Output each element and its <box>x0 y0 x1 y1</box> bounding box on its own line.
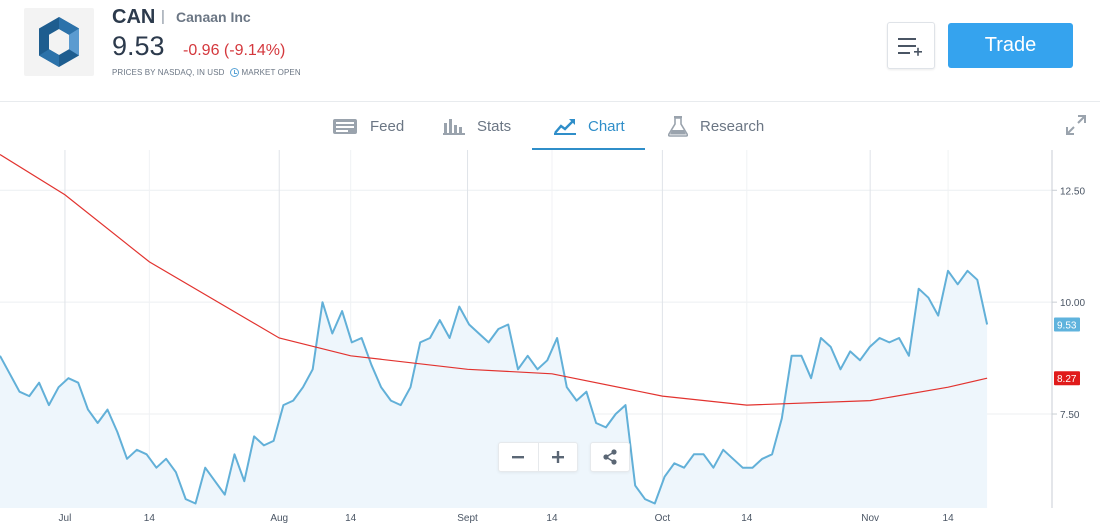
source-note: PRICES BY NASDAQ, IN USD <box>112 68 225 77</box>
trade-button[interactable]: Trade <box>948 23 1073 68</box>
plus-icon <box>551 451 564 463</box>
y-tick-label: 10.00 <box>1060 298 1085 309</box>
tab-stats[interactable]: Stats <box>443 102 511 150</box>
y-axis: 12.50 10.00 7.50 <box>1052 186 1085 421</box>
x-tick-label: 14 <box>943 513 955 524</box>
add-to-watchlist-button[interactable] <box>887 22 935 69</box>
tabs-divider <box>0 101 1100 102</box>
x-tick-label: 14 <box>345 513 357 524</box>
market-status: MARKET OPEN <box>241 68 301 77</box>
clock-icon <box>229 68 239 77</box>
last-price-value: 9.53 <box>1057 321 1077 332</box>
price-area-fill <box>0 270 988 508</box>
research-icon <box>668 115 688 137</box>
tab-stats-label: Stats <box>477 117 512 135</box>
tab-chart-label: Chart <box>588 117 625 135</box>
share-button[interactable] <box>590 442 630 472</box>
chart-icon <box>554 117 576 135</box>
zoom-out-button[interactable] <box>499 443 538 471</box>
tab-feed-label: Feed <box>370 117 405 135</box>
y-tick-label: 12.50 <box>1060 186 1085 197</box>
x-tick-label: 14 <box>144 513 156 524</box>
moving-average-flag <box>1054 371 1080 386</box>
tab-chart[interactable]: Chart <box>554 102 625 150</box>
x-tick-label: Oct <box>655 513 671 524</box>
expand-icon[interactable] <box>1065 114 1087 136</box>
x-tick-label: 14 <box>741 513 753 524</box>
price-line <box>0 269 989 505</box>
price-flags: 9.53 8.27 <box>1054 317 1080 386</box>
y-tick-label: 7.50 <box>1060 410 1080 421</box>
x-tick-label: Sept <box>457 513 478 524</box>
title-separator: | <box>161 8 165 25</box>
moving-average-line <box>0 153 988 406</box>
zoom-controls <box>498 442 578 472</box>
x-tick-label: Nov <box>861 513 879 524</box>
instrument-tabs: Feed Stats Chart Research <box>0 102 1100 150</box>
x-tick-label: Jul <box>59 513 72 524</box>
active-tab-indicator <box>532 148 645 150</box>
instrument-header: CAN | Canaan Inc 9.53 -0.96 (-9.14%) PRI… <box>0 0 1100 100</box>
price-change: -0.96 (-9.14%) <box>183 42 286 59</box>
current-price: 9.53 <box>112 31 165 61</box>
price-source: PRICES BY NASDAQ, IN USD MARKET OPEN <box>112 68 301 77</box>
zoom-in-button[interactable] <box>537 443 577 471</box>
x-tick-label: 14 <box>546 513 558 524</box>
minus-icon <box>512 456 525 459</box>
canaan-logo <box>24 8 94 76</box>
ticker-symbol: CAN <box>112 6 156 28</box>
feed-icon <box>332 116 358 136</box>
last-price-flag <box>1054 317 1080 332</box>
tab-research[interactable]: Research <box>668 102 764 150</box>
x-tick-label: Aug <box>270 513 288 524</box>
tab-feed[interactable]: Feed <box>332 102 404 150</box>
price-chart[interactable]: 12.50 10.00 7.50 Jul 14 Aug 14 Sept 14 Oct 14 Nov 1… <box>0 150 1100 527</box>
tab-research-label: Research <box>700 117 765 135</box>
share-icon <box>603 449 617 465</box>
stats-icon <box>443 117 465 135</box>
list-add-icon <box>898 37 922 56</box>
price-chart-svg[interactable]: 12.50 10.00 7.50 Jul 14 Aug 14 Sept 14 Oct 14 Nov 1… <box>0 150 1100 527</box>
moving-average-value: 8.27 <box>1057 374 1077 385</box>
x-axis: Jul 14 Aug 14 Sept 14 Oct 14 Nov 14 <box>59 513 955 524</box>
company-name: Canaan Inc <box>176 9 251 25</box>
